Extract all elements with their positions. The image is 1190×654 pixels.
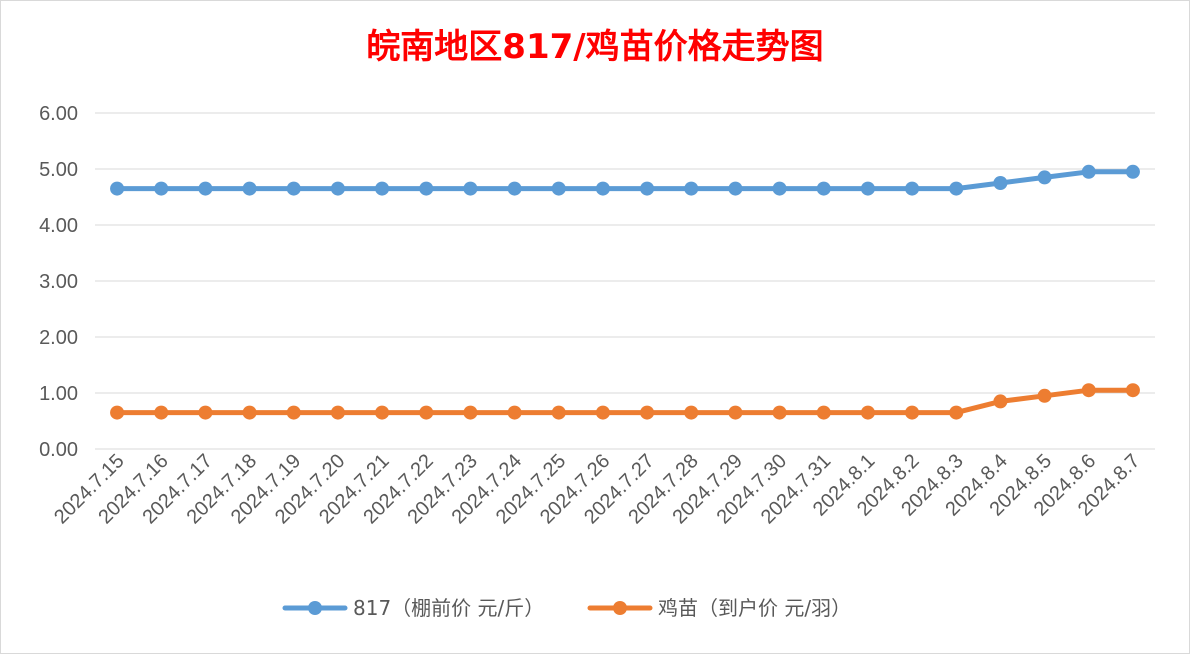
data-point xyxy=(1125,164,1140,179)
series-group xyxy=(110,164,1140,420)
data-point xyxy=(860,405,875,420)
legend-item: 鸡苗（到户价 元/羽） xyxy=(587,596,851,620)
data-point xyxy=(993,176,1008,190)
data-point xyxy=(816,405,831,420)
data-point xyxy=(684,405,699,420)
data-point xyxy=(640,181,655,196)
data-point xyxy=(1081,383,1096,398)
y-tick-label: 3.00 xyxy=(39,271,78,293)
data-point xyxy=(286,181,301,196)
data-point xyxy=(905,181,920,196)
data-point xyxy=(242,405,257,420)
data-point xyxy=(595,405,610,420)
data-point xyxy=(375,181,390,196)
data-point xyxy=(463,181,478,196)
y-tick-label: 4.00 xyxy=(39,215,78,237)
data-point xyxy=(772,181,787,196)
data-point xyxy=(905,405,920,420)
data-point xyxy=(551,181,566,196)
data-point xyxy=(860,181,875,196)
y-tick-label: 1.00 xyxy=(39,383,78,405)
data-point xyxy=(993,394,1008,409)
data-point xyxy=(684,181,699,196)
legend-label: 817（棚前价 元/斤） xyxy=(353,596,544,620)
data-point xyxy=(198,181,213,196)
data-point xyxy=(463,405,478,420)
data-point xyxy=(507,405,522,420)
data-point xyxy=(1125,383,1140,398)
legend: 817（棚前价 元/斤） 鸡苗（到户价 元/羽） xyxy=(282,596,851,620)
data-point xyxy=(110,181,125,196)
data-point xyxy=(1081,164,1096,179)
data-point xyxy=(286,405,301,420)
legend-label: 鸡苗（到户价 元/羽） xyxy=(658,596,851,620)
data-point xyxy=(728,405,743,420)
data-point xyxy=(198,405,213,420)
data-point xyxy=(419,181,434,196)
y-tick-label: 6.00 xyxy=(39,103,78,125)
data-point xyxy=(330,405,345,420)
series-1 xyxy=(110,164,1140,196)
data-point xyxy=(330,181,345,196)
data-point xyxy=(242,181,257,196)
legend-marker xyxy=(613,601,627,615)
data-point xyxy=(949,181,964,196)
legend-item: 817（棚前价 元/斤） xyxy=(282,596,544,620)
data-point xyxy=(816,181,831,196)
series-line xyxy=(114,169,1136,192)
data-point xyxy=(507,181,522,196)
data-point xyxy=(154,405,169,420)
y-tick-label: 0.00 xyxy=(39,439,78,461)
gridlines xyxy=(95,112,1155,450)
data-point xyxy=(1037,388,1052,403)
data-point xyxy=(1037,170,1052,185)
data-point xyxy=(110,405,125,420)
data-point xyxy=(375,405,390,420)
data-point xyxy=(419,405,434,420)
y-axis-ticks: 0.00 1.00 2.00 3.00 4.00 5.00 6.00 xyxy=(39,103,78,461)
data-point xyxy=(772,405,787,420)
series-line xyxy=(114,387,1136,416)
legend-marker xyxy=(308,601,322,615)
data-point xyxy=(728,181,743,196)
data-point xyxy=(595,181,610,196)
chart-title: 皖南地区817/鸡苗价格走势图 xyxy=(366,27,823,67)
data-point xyxy=(551,405,566,420)
data-point xyxy=(949,405,964,420)
data-point xyxy=(640,405,655,420)
y-tick-label: 2.00 xyxy=(39,327,78,349)
y-tick-label: 5.00 xyxy=(39,159,78,181)
series-2 xyxy=(110,383,1140,420)
data-point xyxy=(154,181,169,196)
